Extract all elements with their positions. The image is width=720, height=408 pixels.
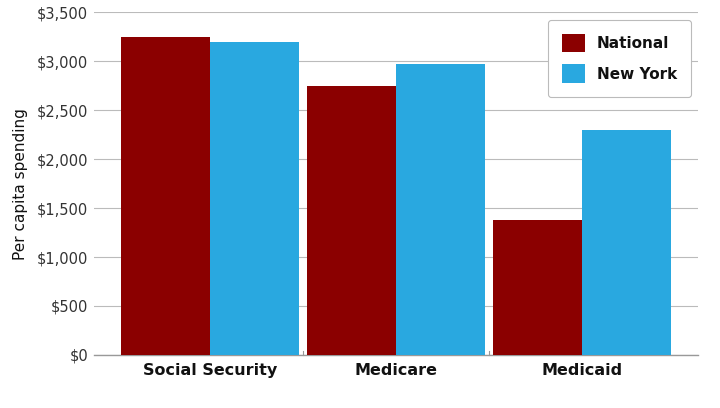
Bar xyxy=(307,86,396,355)
Bar xyxy=(121,37,210,355)
Bar xyxy=(582,130,671,355)
Bar xyxy=(493,220,582,355)
Bar xyxy=(396,64,485,355)
Bar xyxy=(210,42,299,355)
Y-axis label: Per capita spending: Per capita spending xyxy=(13,108,28,259)
Legend: National, New York: National, New York xyxy=(548,20,690,97)
